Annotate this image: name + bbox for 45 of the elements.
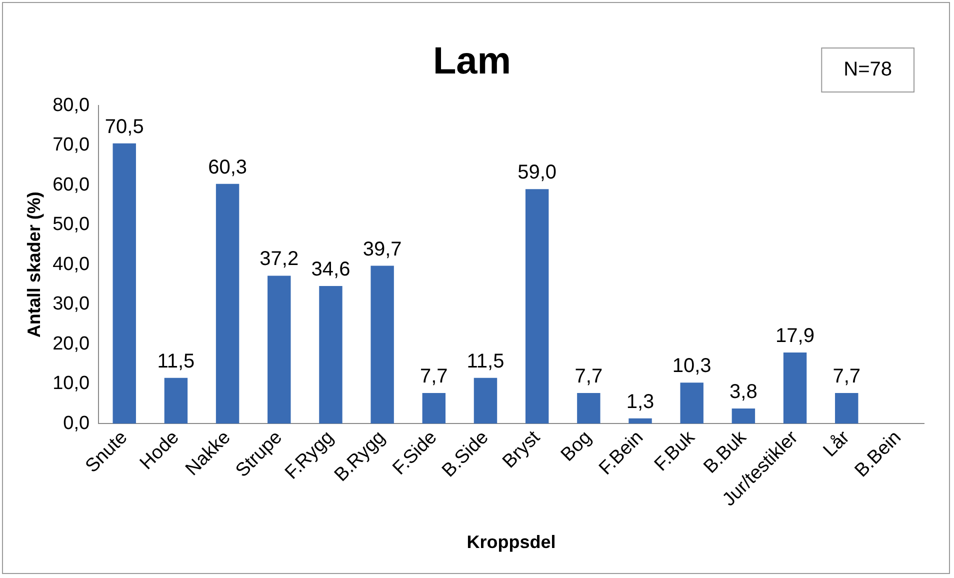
data-label: 3,8 — [730, 381, 758, 404]
bar — [422, 392, 446, 424]
y-tick-label: 80,0 — [52, 94, 90, 116]
y-tick-label: 40,0 — [52, 254, 90, 275]
data-label: 7,7 — [420, 366, 448, 388]
bar — [474, 378, 498, 424]
data-label: 59,0 — [518, 162, 557, 184]
data-label: 34,6 — [311, 258, 350, 281]
text: N=78 — [844, 58, 892, 81]
bar — [732, 408, 756, 424]
y-axis-title: Antall skader (%) — [24, 192, 44, 338]
bar — [370, 266, 394, 424]
data-label: 39,7 — [362, 238, 402, 260]
bar — [525, 189, 549, 424]
data-label: 1,3 — [626, 390, 654, 413]
x-axis-title: Kroppsdel — [466, 532, 556, 552]
chart-title: Lam — [432, 40, 512, 82]
y-tick-label: 0,0 — [63, 412, 90, 434]
y-tick-label: 30,0 — [52, 294, 90, 315]
bar — [577, 392, 600, 424]
bar — [628, 418, 652, 424]
data-label: 11,5 — [157, 350, 195, 372]
data-label: 60,3 — [208, 156, 248, 178]
bar — [164, 378, 188, 424]
data-label: 7,7 — [574, 366, 603, 388]
y-tick-label: 10,0 — [52, 373, 90, 394]
x-tick-label: Lår — [820, 426, 854, 462]
data-label: 7,7 — [832, 366, 861, 388]
bar — [268, 276, 291, 424]
bar — [112, 143, 136, 424]
y-tick-label: 50,0 — [52, 214, 90, 236]
bar — [216, 184, 240, 424]
bar — [680, 382, 704, 424]
data-label: 37,2 — [260, 248, 299, 270]
y-tick-label: 70,0 — [52, 134, 90, 156]
data-label: 70,5 — [104, 116, 144, 138]
x-tick-label: Bog — [557, 427, 596, 466]
bar — [835, 392, 858, 424]
data-label: 10,3 — [672, 355, 712, 378]
y-tick-label: 60,0 — [52, 174, 90, 196]
y-tick-label: 20,0 — [52, 333, 90, 354]
bar — [783, 352, 807, 424]
data-label: 17,9 — [776, 324, 814, 347]
data-label: 11,5 — [466, 350, 504, 372]
bar — [319, 286, 342, 424]
